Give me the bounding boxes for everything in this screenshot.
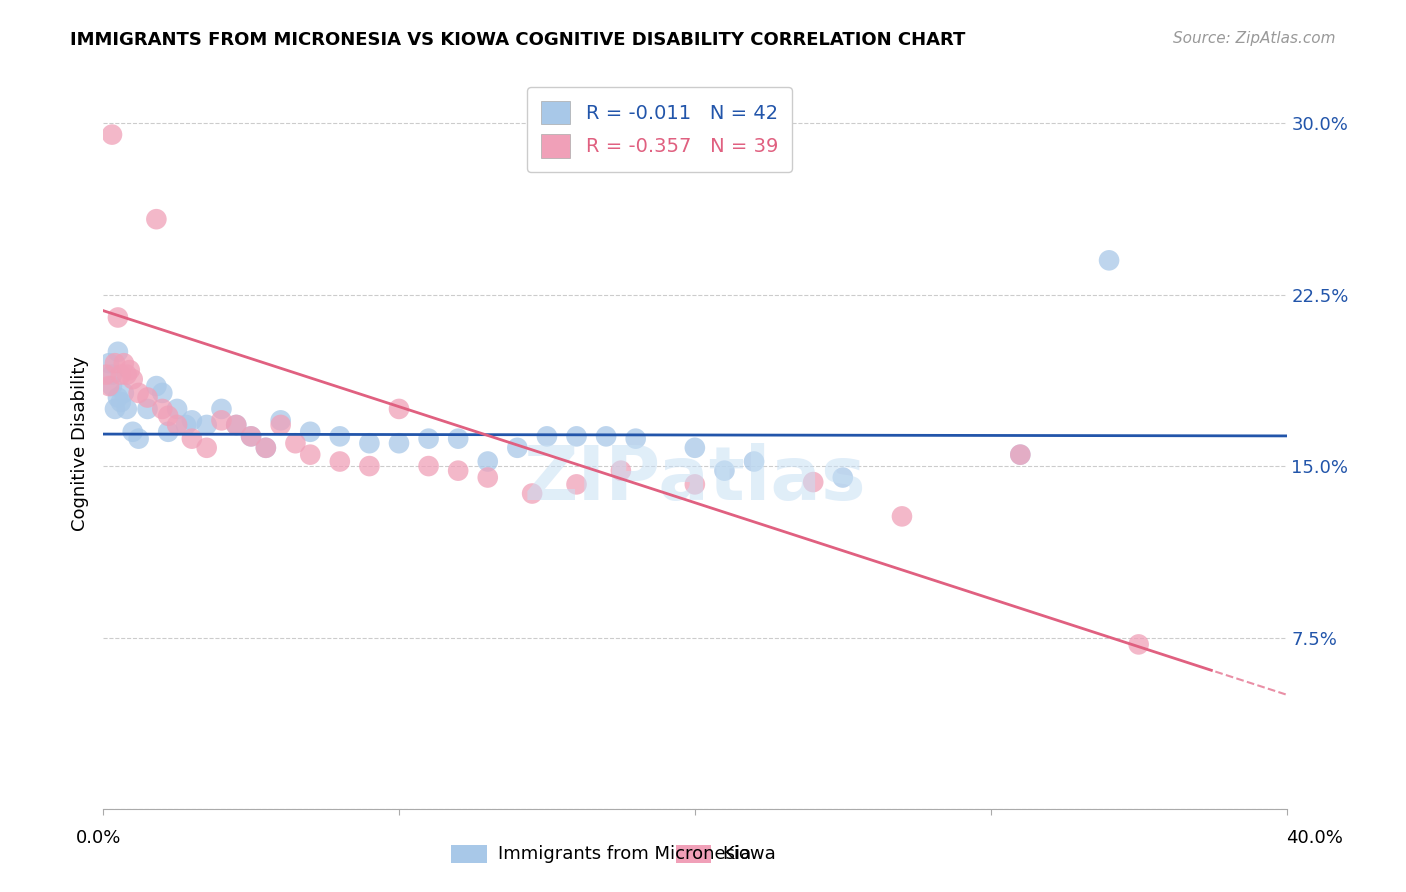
Point bbox=[115, 368, 138, 382]
Point bbox=[254, 441, 277, 455]
Point bbox=[447, 464, 470, 478]
Point bbox=[713, 464, 735, 478]
Point bbox=[240, 429, 263, 443]
Point bbox=[101, 368, 124, 382]
Point bbox=[101, 379, 124, 393]
Point bbox=[107, 391, 129, 405]
Point bbox=[136, 401, 159, 416]
Point bbox=[520, 486, 543, 500]
Point bbox=[128, 386, 150, 401]
Legend: R = -0.011   N = 42, R = -0.357   N = 39: R = -0.011 N = 42, R = -0.357 N = 39 bbox=[527, 87, 792, 171]
Point bbox=[1010, 448, 1032, 462]
Point bbox=[110, 368, 132, 382]
Point bbox=[254, 441, 277, 455]
Point bbox=[180, 432, 202, 446]
Point bbox=[128, 432, 150, 446]
Point bbox=[299, 448, 322, 462]
Point bbox=[121, 372, 143, 386]
Point bbox=[388, 401, 411, 416]
Point bbox=[477, 454, 499, 468]
Text: Kiowa: Kiowa bbox=[723, 845, 776, 863]
Point bbox=[98, 379, 121, 393]
Point bbox=[565, 477, 588, 491]
Point bbox=[624, 432, 647, 446]
Point bbox=[831, 470, 853, 484]
Point bbox=[240, 429, 263, 443]
Point bbox=[270, 417, 292, 432]
Text: ZIPatlas: ZIPatlas bbox=[523, 443, 866, 516]
Y-axis label: Cognitive Disability: Cognitive Disability bbox=[72, 356, 89, 531]
Point bbox=[565, 429, 588, 443]
Point bbox=[388, 436, 411, 450]
Point bbox=[195, 441, 218, 455]
Point bbox=[157, 409, 180, 423]
Point bbox=[211, 401, 233, 416]
Point bbox=[742, 454, 765, 468]
Point bbox=[157, 425, 180, 439]
Point bbox=[195, 417, 218, 432]
Point bbox=[104, 401, 127, 416]
Point bbox=[94, 368, 117, 382]
Point bbox=[101, 128, 124, 142]
Point bbox=[136, 391, 159, 405]
Text: 0.0%: 0.0% bbox=[76, 829, 121, 847]
Point bbox=[891, 509, 914, 524]
Point bbox=[98, 356, 121, 370]
Point bbox=[166, 417, 188, 432]
Point bbox=[418, 459, 440, 474]
Point bbox=[211, 413, 233, 427]
Point bbox=[801, 475, 824, 489]
Point bbox=[329, 429, 352, 443]
Point bbox=[447, 432, 470, 446]
Point bbox=[1128, 637, 1150, 651]
Point bbox=[166, 401, 188, 416]
Text: Immigrants from Micronesia: Immigrants from Micronesia bbox=[498, 845, 751, 863]
Point bbox=[418, 432, 440, 446]
Point bbox=[1010, 448, 1032, 462]
Point bbox=[107, 310, 129, 325]
Point bbox=[174, 417, 197, 432]
Point bbox=[150, 401, 173, 416]
Point bbox=[180, 413, 202, 427]
Point bbox=[359, 436, 381, 450]
Text: 40.0%: 40.0% bbox=[1286, 829, 1343, 847]
Point bbox=[329, 454, 352, 468]
Text: IMMIGRANTS FROM MICRONESIA VS KIOWA COGNITIVE DISABILITY CORRELATION CHART: IMMIGRANTS FROM MICRONESIA VS KIOWA COGN… bbox=[70, 31, 966, 49]
Point bbox=[225, 417, 247, 432]
Point bbox=[112, 386, 135, 401]
Text: Source: ZipAtlas.com: Source: ZipAtlas.com bbox=[1173, 31, 1336, 46]
Point bbox=[121, 425, 143, 439]
Point bbox=[683, 477, 706, 491]
Point bbox=[1098, 253, 1121, 268]
Point bbox=[110, 395, 132, 409]
Point bbox=[118, 363, 141, 377]
Point bbox=[610, 464, 633, 478]
Point bbox=[115, 401, 138, 416]
Point bbox=[299, 425, 322, 439]
Point bbox=[145, 379, 167, 393]
Point bbox=[536, 429, 558, 443]
Point bbox=[225, 417, 247, 432]
Point bbox=[477, 470, 499, 484]
Point bbox=[104, 356, 127, 370]
Point bbox=[270, 413, 292, 427]
Point bbox=[683, 441, 706, 455]
Point bbox=[359, 459, 381, 474]
Point bbox=[506, 441, 529, 455]
Point bbox=[112, 356, 135, 370]
Point bbox=[595, 429, 617, 443]
Point bbox=[107, 344, 129, 359]
Point bbox=[150, 386, 173, 401]
Point bbox=[284, 436, 307, 450]
Point bbox=[145, 212, 167, 227]
